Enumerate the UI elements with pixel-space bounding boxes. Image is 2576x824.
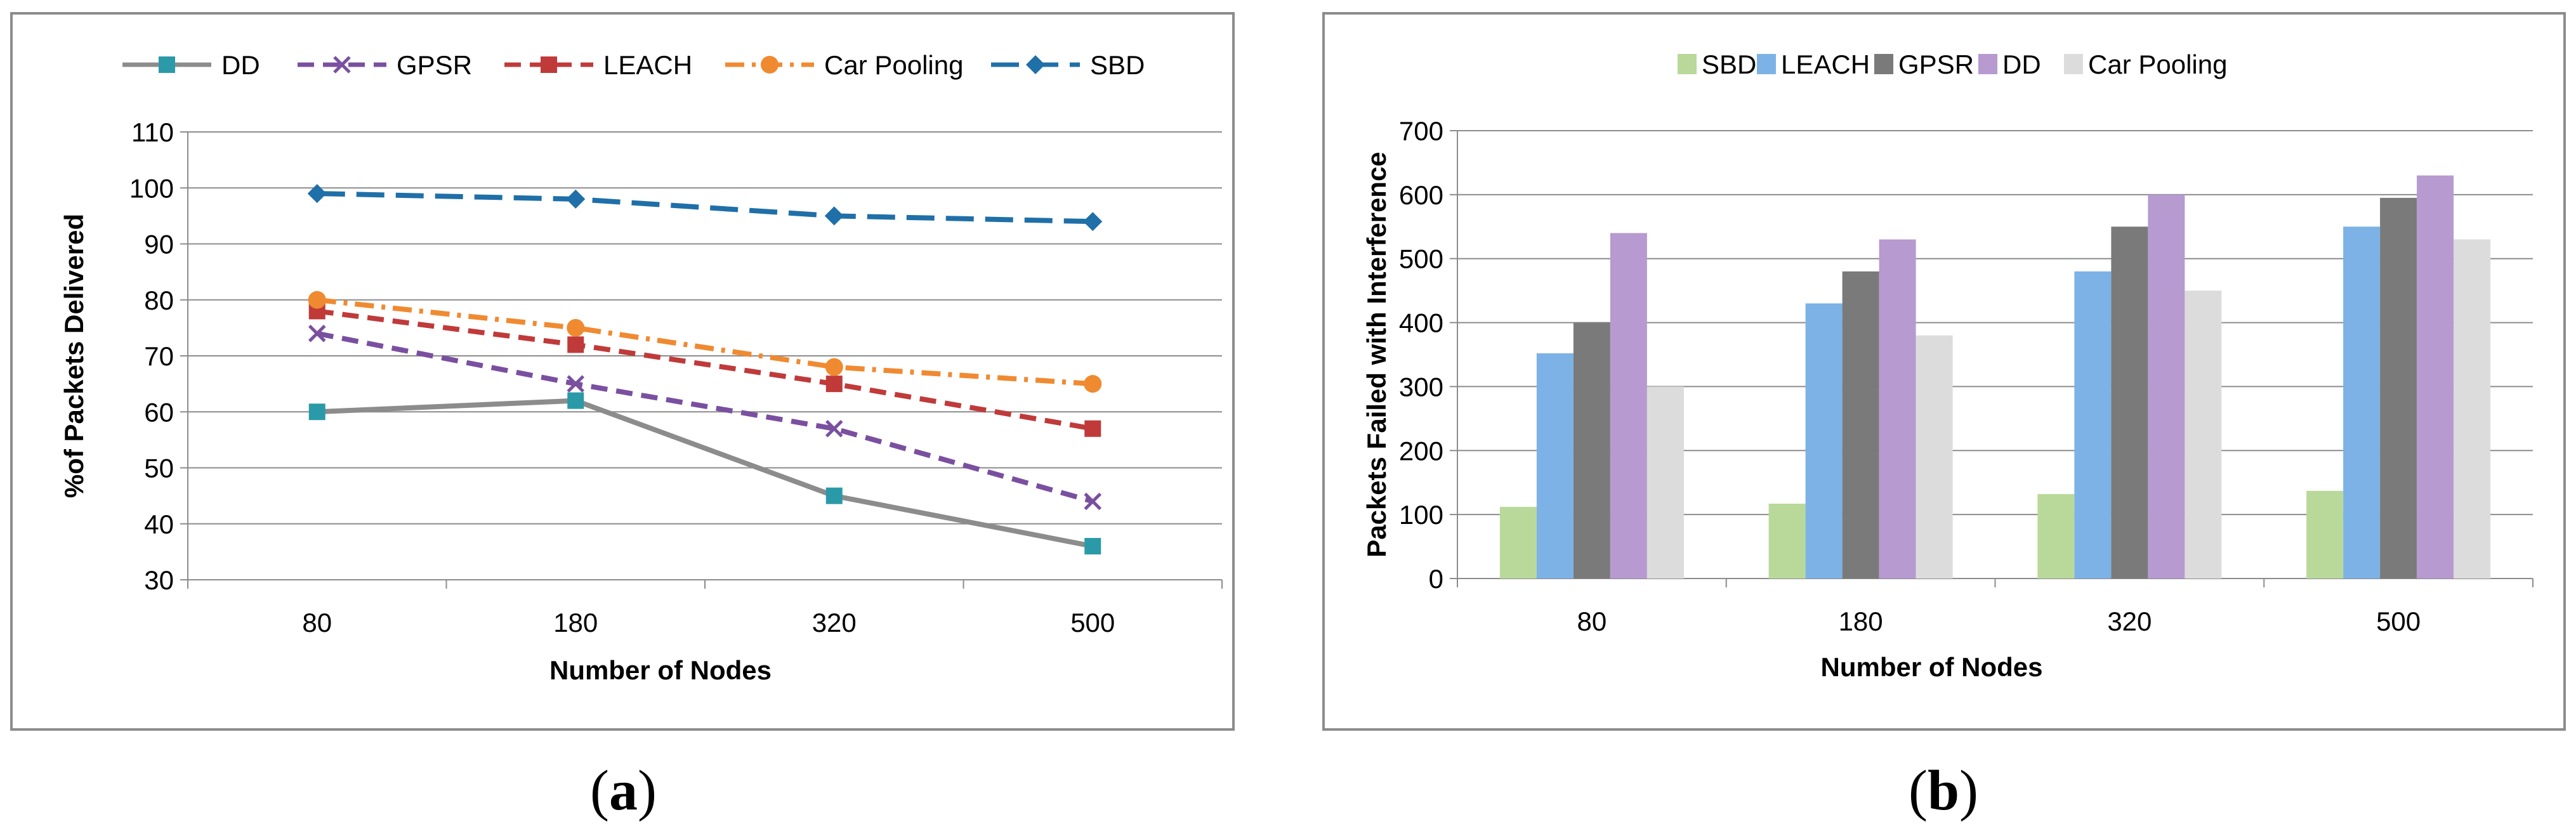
data-point-leach [1084, 420, 1101, 437]
bar-dd-80 [1610, 233, 1647, 579]
x-tick-label-320: 320 [2107, 606, 2152, 636]
y-tick-label-500: 500 [1399, 244, 1443, 274]
series-line-gpsr [316, 330, 1094, 504]
legend-label-sbd: SBD [1090, 50, 1145, 80]
legend-label-sbd: SBD [1702, 49, 1756, 79]
bar-car-pooling-500 [2454, 239, 2491, 579]
bar-sbd-500 [2306, 490, 2344, 579]
y-tick-label-600: 600 [1399, 180, 1443, 210]
bar-dd-180 [1879, 239, 1916, 579]
bar-gpsr-80 [1573, 322, 1610, 579]
data-point-car-pooling [567, 318, 585, 337]
legend-label-car-pooling: Car Pooling [824, 50, 963, 80]
series-line-dd [317, 398, 1094, 549]
legend-label-leach: LEACH [603, 50, 692, 80]
legend-swatch-sbd [1678, 54, 1697, 74]
legend-label-gpsr: GPSR [397, 50, 472, 80]
bar-leach-320 [2074, 271, 2112, 579]
data-point-gpsr [825, 419, 843, 438]
y-tick-label-60: 60 [144, 397, 174, 427]
bar-gpsr-180 [1842, 271, 1879, 579]
legend-swatch-dd [1978, 54, 1997, 74]
legend-label-gpsr: GPSR [1898, 49, 1974, 79]
line-chart: DD GPSR LEACH Car Pooling SBD 30 40 50 60 70 80 90 1… [59, 50, 1223, 685]
caption-b: (b) [1909, 759, 1979, 822]
bar-chart: SBD LEACH GPSR DD Car Pooling 0 100 200 300 400 50… [1362, 49, 2533, 682]
y-tick-label-90: 90 [144, 230, 174, 259]
bar-car-pooling-180 [1916, 335, 1953, 579]
bar-sbd-180 [1768, 503, 1806, 579]
data-point-leach [567, 336, 584, 353]
legend-swatch-leach [1757, 54, 1776, 74]
x-tick-label-80: 80 [1577, 606, 1607, 636]
data-point-car-pooling [308, 291, 326, 309]
bar-gpsr-500 [2380, 197, 2417, 579]
bar-chart-panel: SBD LEACH GPSR DD Car Pooling 0 100 200 300 400 50… [1322, 12, 2566, 731]
bar-leach-180 [1805, 303, 1843, 579]
legend-label-dd: DD [2002, 49, 2041, 79]
legend-label-dd: DD [221, 50, 260, 80]
data-point-sbd [1083, 212, 1103, 232]
x-tick-label-320: 320 [812, 608, 857, 638]
line-chart-panel: DD GPSR LEACH Car Pooling SBD 30 40 50 60 70 80 90 1… [10, 12, 1235, 731]
legend-swatch-car-pooling [2064, 54, 2083, 74]
y-tick-label-700: 700 [1399, 116, 1443, 146]
y-tick-label-110: 110 [131, 117, 174, 147]
bar-sbd-320 [2037, 494, 2075, 579]
y-axis-title: Packets Failed with Interference [1362, 152, 1391, 558]
y-tick-label-100: 100 [1399, 500, 1443, 530]
legend-marker-leach [541, 56, 557, 73]
legend-label-car-pooling: Car Pooling [2088, 49, 2227, 79]
data-point-sbd [307, 184, 327, 204]
y-tick-label-50: 50 [144, 454, 174, 483]
bar-car-pooling-320 [2185, 291, 2222, 579]
data-point-sbd [824, 206, 844, 226]
legend-label-leach: LEACH [1781, 49, 1870, 79]
y-axis-title: %of Packets Delivered [59, 214, 89, 498]
bar-leach-80 [1536, 353, 1574, 579]
x-tick-label-500: 500 [1070, 608, 1115, 638]
y-tick-label-100: 100 [129, 173, 174, 203]
legend-marker-sbd [1026, 55, 1045, 74]
y-tick-label-30: 30 [144, 565, 174, 595]
data-point-sbd [566, 189, 586, 209]
data-point-leach [825, 376, 843, 393]
series-line-sbd [317, 191, 1093, 225]
y-tick-label-0: 0 [1429, 564, 1443, 594]
y-tick-label-200: 200 [1399, 436, 1443, 466]
caption-a: (a) [590, 759, 657, 822]
legend-marker-gpsr [333, 56, 351, 74]
x-tick-label-500: 500 [2376, 606, 2421, 636]
y-tick-label-300: 300 [1399, 372, 1443, 402]
bar-dd-320 [2148, 194, 2185, 579]
data-point-dd [1084, 538, 1101, 555]
x-tick-label-180: 180 [1839, 606, 1883, 636]
x-tick-label-180: 180 [553, 608, 598, 638]
legend-marker-car-pooling [761, 56, 779, 74]
legend-marker-dd [159, 56, 175, 73]
y-tick-label-80: 80 [144, 285, 174, 315]
data-point-gpsr [567, 375, 585, 393]
data-point-dd [308, 403, 325, 421]
y-tick-label-40: 40 [144, 509, 174, 539]
data-point-car-pooling [1084, 375, 1102, 393]
data-point-car-pooling [825, 358, 843, 376]
legend-swatch-gpsr [1874, 54, 1893, 74]
bar-dd-500 [2417, 175, 2454, 579]
x-tick-label-80: 80 [302, 608, 332, 638]
data-point-gpsr [308, 324, 326, 343]
data-point-gpsr [1084, 492, 1102, 511]
y-tick-label-400: 400 [1399, 308, 1443, 338]
y-tick-label-70: 70 [144, 341, 174, 371]
x-axis-title: Number of Nodes [549, 655, 772, 685]
data-point-dd [825, 487, 843, 504]
bar-car-pooling-80 [1646, 386, 1684, 579]
series-line-car-pooling [317, 297, 1093, 387]
series-line-leach [317, 308, 1093, 431]
data-point-dd [567, 392, 584, 409]
x-axis-title: Number of Nodes [1820, 652, 2042, 682]
bar-leach-500 [2343, 226, 2381, 579]
bar-sbd-80 [1499, 507, 1537, 579]
bar-gpsr-320 [2111, 226, 2148, 579]
